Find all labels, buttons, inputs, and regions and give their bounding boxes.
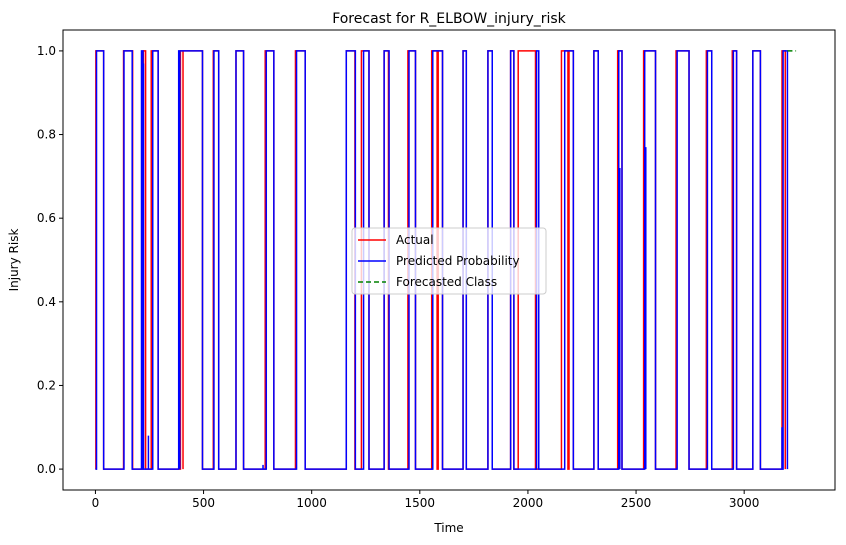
legend-box [351, 227, 547, 295]
x-tick-label: 3000 [729, 496, 760, 510]
plot-frame [62, 29, 836, 491]
x-tick-label: 2500 [621, 496, 652, 510]
y-tick-label: 0.8 [37, 128, 56, 142]
legend-label-predicted: Predicted Probability [396, 254, 520, 268]
series-line-predicted [95, 50, 789, 470]
x-axis-label: Time [433, 521, 463, 535]
y-tick-label: 0.6 [37, 211, 56, 225]
y-axis: 0.0 0.2 0.4 0.6 0.8 1.0 [37, 44, 63, 476]
legend: Actual Predicted Probability Forecasted … [351, 227, 547, 295]
chart-title: Forecast for R_ELBOW_injury_risk [332, 11, 566, 27]
y-tick-label: 0.0 [37, 462, 56, 476]
x-axis: 0 500 1000 1500 2000 2500 3000 [92, 490, 760, 510]
x-tick-label: 500 [192, 496, 215, 510]
x-tick-label: 2000 [513, 496, 544, 510]
y-tick-label: 0.4 [37, 295, 56, 309]
legend-label-forecast: Forecasted Class [396, 275, 497, 289]
x-tick-label: 1000 [296, 496, 327, 510]
x-tick-label: 0 [92, 496, 100, 510]
y-axis-label: Injury Risk [7, 229, 21, 292]
legend-label-actual: Actual [396, 233, 434, 247]
series-layer [95, 50, 797, 470]
y-tick-label: 1.0 [37, 44, 56, 58]
x-tick-label: 1500 [405, 496, 436, 510]
y-tick-label: 0.2 [37, 378, 56, 392]
